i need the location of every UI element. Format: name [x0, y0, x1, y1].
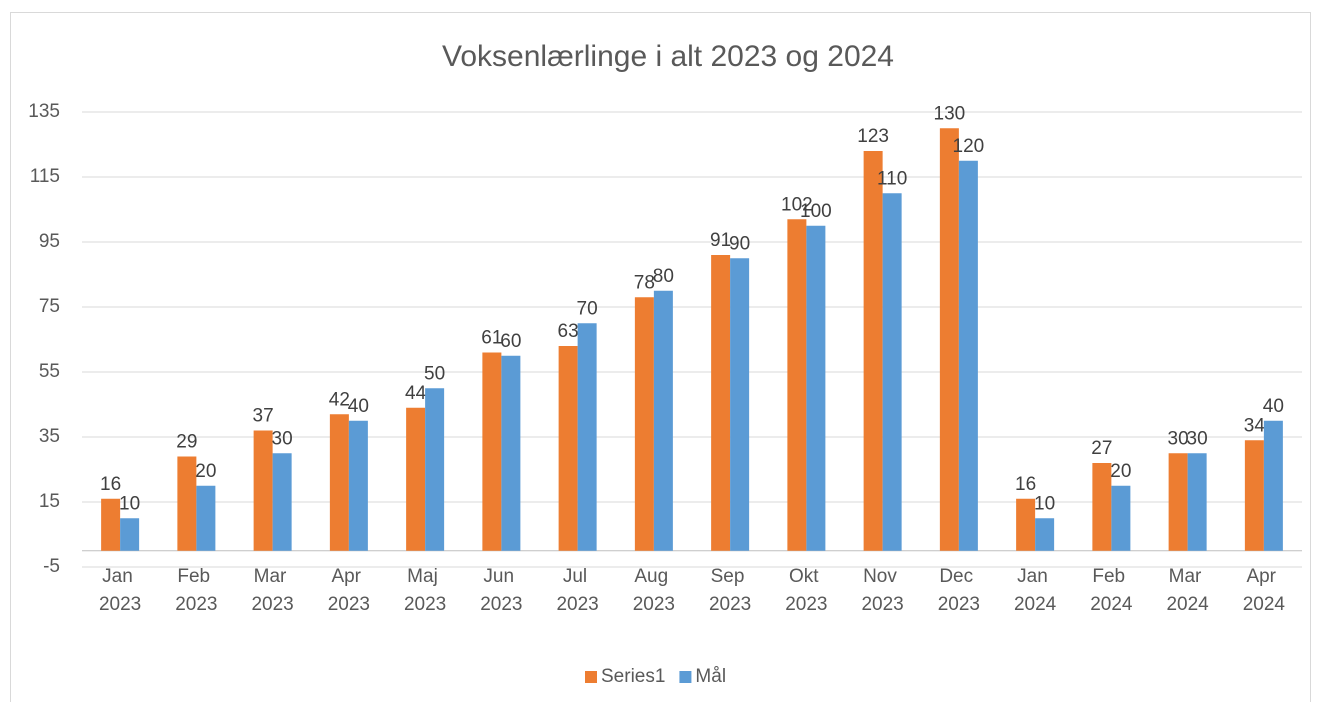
y-tick-label: 115	[30, 166, 60, 187]
data-label: 29	[176, 432, 197, 453]
bar	[787, 219, 807, 551]
bar	[1168, 453, 1188, 551]
data-label: 10	[1034, 493, 1055, 514]
data-label: 30	[1168, 428, 1189, 449]
x-tick-label: Mar 2023	[251, 566, 293, 615]
data-label: 30	[1187, 428, 1208, 449]
bar	[253, 430, 273, 551]
bar	[1187, 453, 1207, 551]
data-label: 120	[953, 136, 985, 157]
bar	[882, 193, 902, 551]
y-tick-label: 35	[39, 426, 60, 447]
x-tick-label: Jan 2024	[1014, 566, 1057, 615]
bar	[1244, 440, 1264, 551]
y-tick-label: -5	[43, 556, 60, 577]
data-label: 90	[729, 233, 750, 254]
x-tick-label: Mar 2024	[1166, 566, 1209, 615]
y-tick-label: 95	[39, 231, 60, 252]
legend-swatch	[679, 671, 692, 683]
data-label: 78	[634, 272, 655, 293]
bar	[482, 352, 502, 551]
legend-label: Series1	[601, 666, 665, 687]
bar	[1016, 498, 1036, 551]
bar	[348, 420, 368, 551]
x-tick-label: Feb 2023	[175, 566, 217, 615]
x-tick-label: Apr 2024	[1243, 566, 1286, 615]
bar	[1111, 485, 1131, 551]
x-tick-label: Okt 2023	[785, 566, 827, 615]
bar	[863, 151, 883, 551]
bar	[958, 160, 978, 551]
data-label: 44	[405, 383, 427, 404]
data-label: 130	[934, 103, 966, 124]
bar	[711, 255, 731, 551]
x-tick-label: Jun 2023	[480, 566, 522, 615]
data-label: 16	[1015, 474, 1036, 495]
bar	[425, 388, 445, 551]
data-label: 80	[653, 266, 674, 287]
bar	[634, 297, 654, 551]
data-label: 20	[195, 461, 216, 482]
x-tick-label: Jan 2023	[99, 566, 141, 615]
bar	[196, 485, 216, 551]
bar	[730, 258, 750, 551]
legend-label: Mål	[695, 666, 726, 687]
data-label: 110	[877, 168, 907, 189]
bar	[501, 355, 521, 551]
x-tick-label: Jul 2023	[556, 566, 598, 615]
data-label: 10	[119, 493, 140, 514]
y-tick-label: 55	[39, 361, 60, 382]
bar	[329, 414, 349, 551]
data-label: 60	[500, 331, 521, 352]
bar	[1035, 518, 1055, 551]
legend-swatch	[585, 671, 597, 683]
data-label: 40	[1263, 396, 1284, 417]
data-label: 34	[1244, 415, 1266, 436]
bar	[558, 346, 578, 551]
x-tick-label: Aug 2023	[633, 566, 675, 615]
data-label: 16	[100, 474, 121, 495]
y-tick-label: 135	[28, 101, 60, 122]
bar	[101, 498, 121, 551]
bar	[939, 128, 959, 551]
data-label: 20	[1110, 461, 1131, 482]
bar	[177, 456, 197, 551]
data-label: 27	[1091, 438, 1112, 459]
bar	[653, 290, 673, 551]
x-tick-label: Feb 2024	[1090, 566, 1133, 615]
data-label: 70	[577, 298, 598, 319]
bar	[120, 518, 140, 551]
bar	[1263, 420, 1283, 551]
data-label: 61	[481, 328, 502, 349]
data-label: 30	[272, 428, 293, 449]
x-tick-label: Apr 2023	[328, 566, 370, 615]
data-label: 100	[800, 201, 832, 222]
x-tick-label: Dec 2023	[938, 566, 980, 615]
bar	[577, 323, 597, 551]
data-label: 102	[781, 194, 813, 215]
data-label: 91	[710, 230, 731, 251]
y-tick-label: 75	[39, 296, 60, 317]
data-label: 50	[424, 363, 445, 384]
x-tick-label: Nov 2023	[861, 566, 903, 615]
bar	[272, 453, 292, 551]
bar	[1092, 463, 1112, 551]
data-label: 123	[857, 126, 889, 147]
data-label: 40	[348, 396, 369, 417]
bar	[806, 225, 826, 551]
x-tick-label: Sep 2023	[709, 566, 751, 615]
y-tick-label: 15	[39, 491, 60, 512]
chart-title: Voksenlærlinge i alt 2023 og 2024	[442, 40, 894, 73]
bar	[406, 407, 426, 551]
data-label: 63	[558, 321, 579, 342]
x-tick-label: Maj 2023	[404, 566, 446, 615]
data-label: 37	[253, 406, 274, 427]
data-label: 42	[329, 389, 350, 410]
